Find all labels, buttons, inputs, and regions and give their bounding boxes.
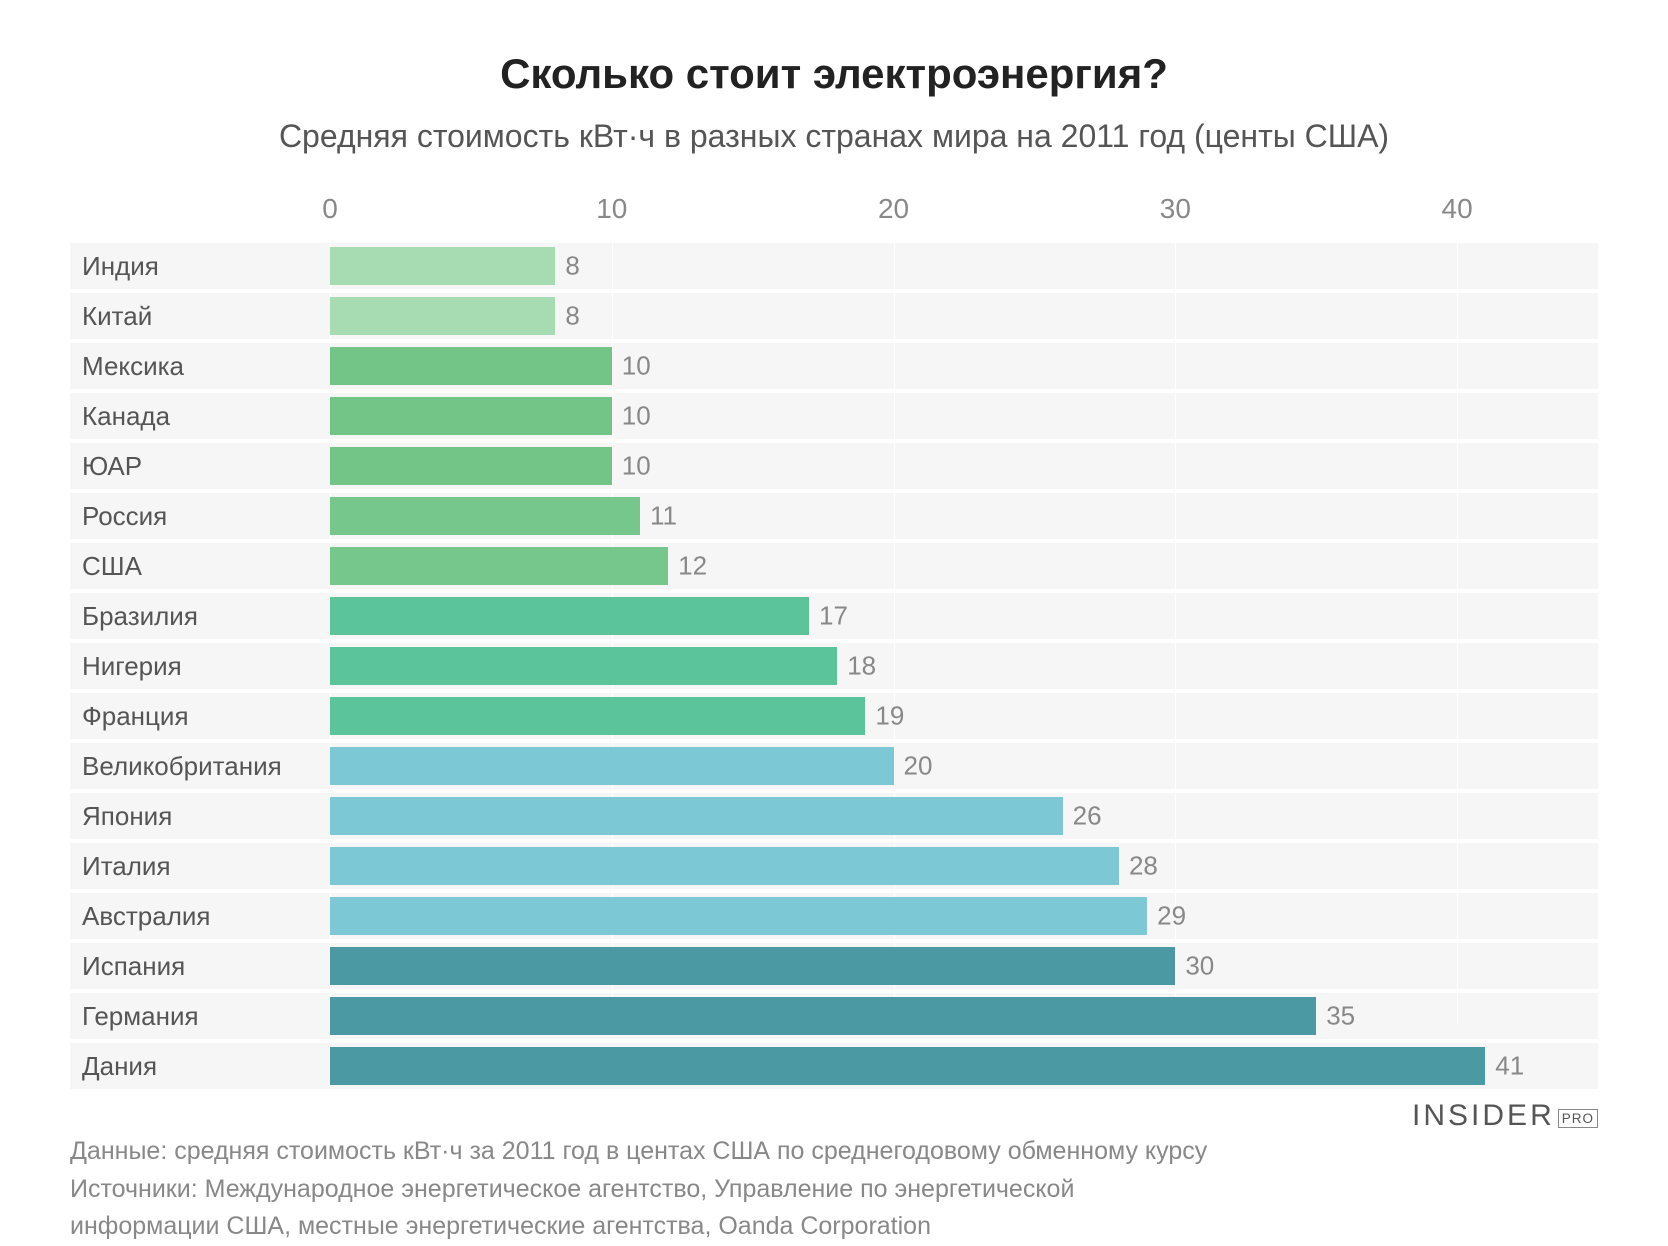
chart-subtitle: Средняя стоимость кВт·ч в разных странах… [70, 118, 1598, 155]
bar-row: 17 [330, 593, 1598, 639]
bar: 17 [330, 597, 809, 635]
bar-value-label: 8 [555, 251, 579, 282]
bar-row: 29 [330, 893, 1598, 939]
y-axis-label: ЮАР [70, 443, 330, 489]
bar: 8 [330, 297, 555, 335]
bar-value-label: 41 [1485, 1051, 1524, 1082]
bar-row: 28 [330, 843, 1598, 889]
y-axis-label: Индия [70, 243, 330, 289]
y-axis-label: Великобритания [70, 743, 330, 789]
logo-text: INSIDER [1412, 1099, 1555, 1133]
bar-row: 10 [330, 443, 1598, 489]
x-axis-tick: 30 [1160, 193, 1191, 225]
bar-row: 12 [330, 543, 1598, 589]
y-axis-label: США [70, 543, 330, 589]
y-axis-label: Нигерия [70, 643, 330, 689]
bar-value-label: 26 [1063, 801, 1102, 832]
bar-row: 18 [330, 643, 1598, 689]
y-axis-label: Дания [70, 1043, 330, 1089]
y-axis-label: Бразилия [70, 593, 330, 639]
bar: 41 [330, 1047, 1485, 1085]
bar-row: 8 [330, 293, 1598, 339]
bar-row: 30 [330, 943, 1598, 989]
bar-row: 10 [330, 393, 1598, 439]
bar-row: 8 [330, 243, 1598, 289]
bar-row: 35 [330, 993, 1598, 1039]
logo-suffix: PRO [1558, 1109, 1598, 1128]
bar-value-label: 28 [1119, 851, 1158, 882]
bar: 35 [330, 997, 1316, 1035]
y-axis-label: Япония [70, 793, 330, 839]
bar-value-label: 8 [555, 301, 579, 332]
x-axis-tick: 40 [1442, 193, 1473, 225]
chart: ИндияКитайМексикаКанадаЮАРРоссияСШАБрази… [70, 193, 1598, 1093]
y-axis-label: Канада [70, 393, 330, 439]
bar: 10 [330, 397, 612, 435]
y-axis-labels: ИндияКитайМексикаКанадаЮАРРоссияСШАБрази… [70, 193, 330, 1093]
bar: 29 [330, 897, 1147, 935]
x-axis-tick: 0 [322, 193, 338, 225]
bar: 28 [330, 847, 1119, 885]
bar-row: 20 [330, 743, 1598, 789]
bar: 10 [330, 447, 612, 485]
y-axis-label: Германия [70, 993, 330, 1039]
bar-value-label: 17 [809, 601, 848, 632]
bar-value-label: 19 [865, 701, 904, 732]
footnote-line: Источники: Международное энергетическое … [70, 1171, 1598, 1209]
plot-area: 010203040 881010101112171819202628293035… [330, 193, 1598, 1093]
bar: 18 [330, 647, 837, 685]
bar: 12 [330, 547, 668, 585]
bar-value-label: 10 [612, 351, 651, 382]
bar: 10 [330, 347, 612, 385]
x-axis-tick: 10 [596, 193, 627, 225]
bars-container: 88101010111217181920262829303541 [330, 243, 1598, 1089]
x-axis-tick: 20 [878, 193, 909, 225]
bar-row: 41 [330, 1043, 1598, 1089]
bar-value-label: 10 [612, 451, 651, 482]
chart-title: Сколько стоит электроэнергия? [70, 50, 1598, 98]
bar-value-label: 20 [894, 751, 933, 782]
bar-value-label: 29 [1147, 901, 1186, 932]
bar-value-label: 30 [1175, 951, 1214, 982]
bar: 20 [330, 747, 894, 785]
bar: 26 [330, 797, 1063, 835]
bar-row: 19 [330, 693, 1598, 739]
bar-value-label: 12 [668, 551, 707, 582]
y-axis-label: Франция [70, 693, 330, 739]
y-axis-label: Россия [70, 493, 330, 539]
x-axis: 010203040 [330, 193, 1598, 243]
bar-value-label: 11 [640, 501, 677, 532]
bar: 11 [330, 497, 640, 535]
bar-value-label: 18 [837, 651, 876, 682]
y-axis-label: Италия [70, 843, 330, 889]
footnotes: Данные: средняя стоимость кВт·ч за 2011 … [70, 1133, 1598, 1246]
y-axis-label: Австралия [70, 893, 330, 939]
bar: 30 [330, 947, 1175, 985]
brand-logo: INSIDERPRO [1412, 1099, 1598, 1133]
y-axis-label: Испания [70, 943, 330, 989]
bar-row: 11 [330, 493, 1598, 539]
bar-value-label: 35 [1316, 1001, 1355, 1032]
bar: 8 [330, 247, 555, 285]
y-axis-label: Китай [70, 293, 330, 339]
bar-row: 10 [330, 343, 1598, 389]
bar-value-label: 10 [612, 401, 651, 432]
grid-line [1457, 243, 1458, 1025]
bar-row: 26 [330, 793, 1598, 839]
bar: 19 [330, 697, 865, 735]
y-axis-label: Мексика [70, 343, 330, 389]
footnote-line: информации США, местные энергетические а… [70, 1208, 1598, 1246]
footnote-line: Данные: средняя стоимость кВт·ч за 2011 … [70, 1133, 1598, 1171]
